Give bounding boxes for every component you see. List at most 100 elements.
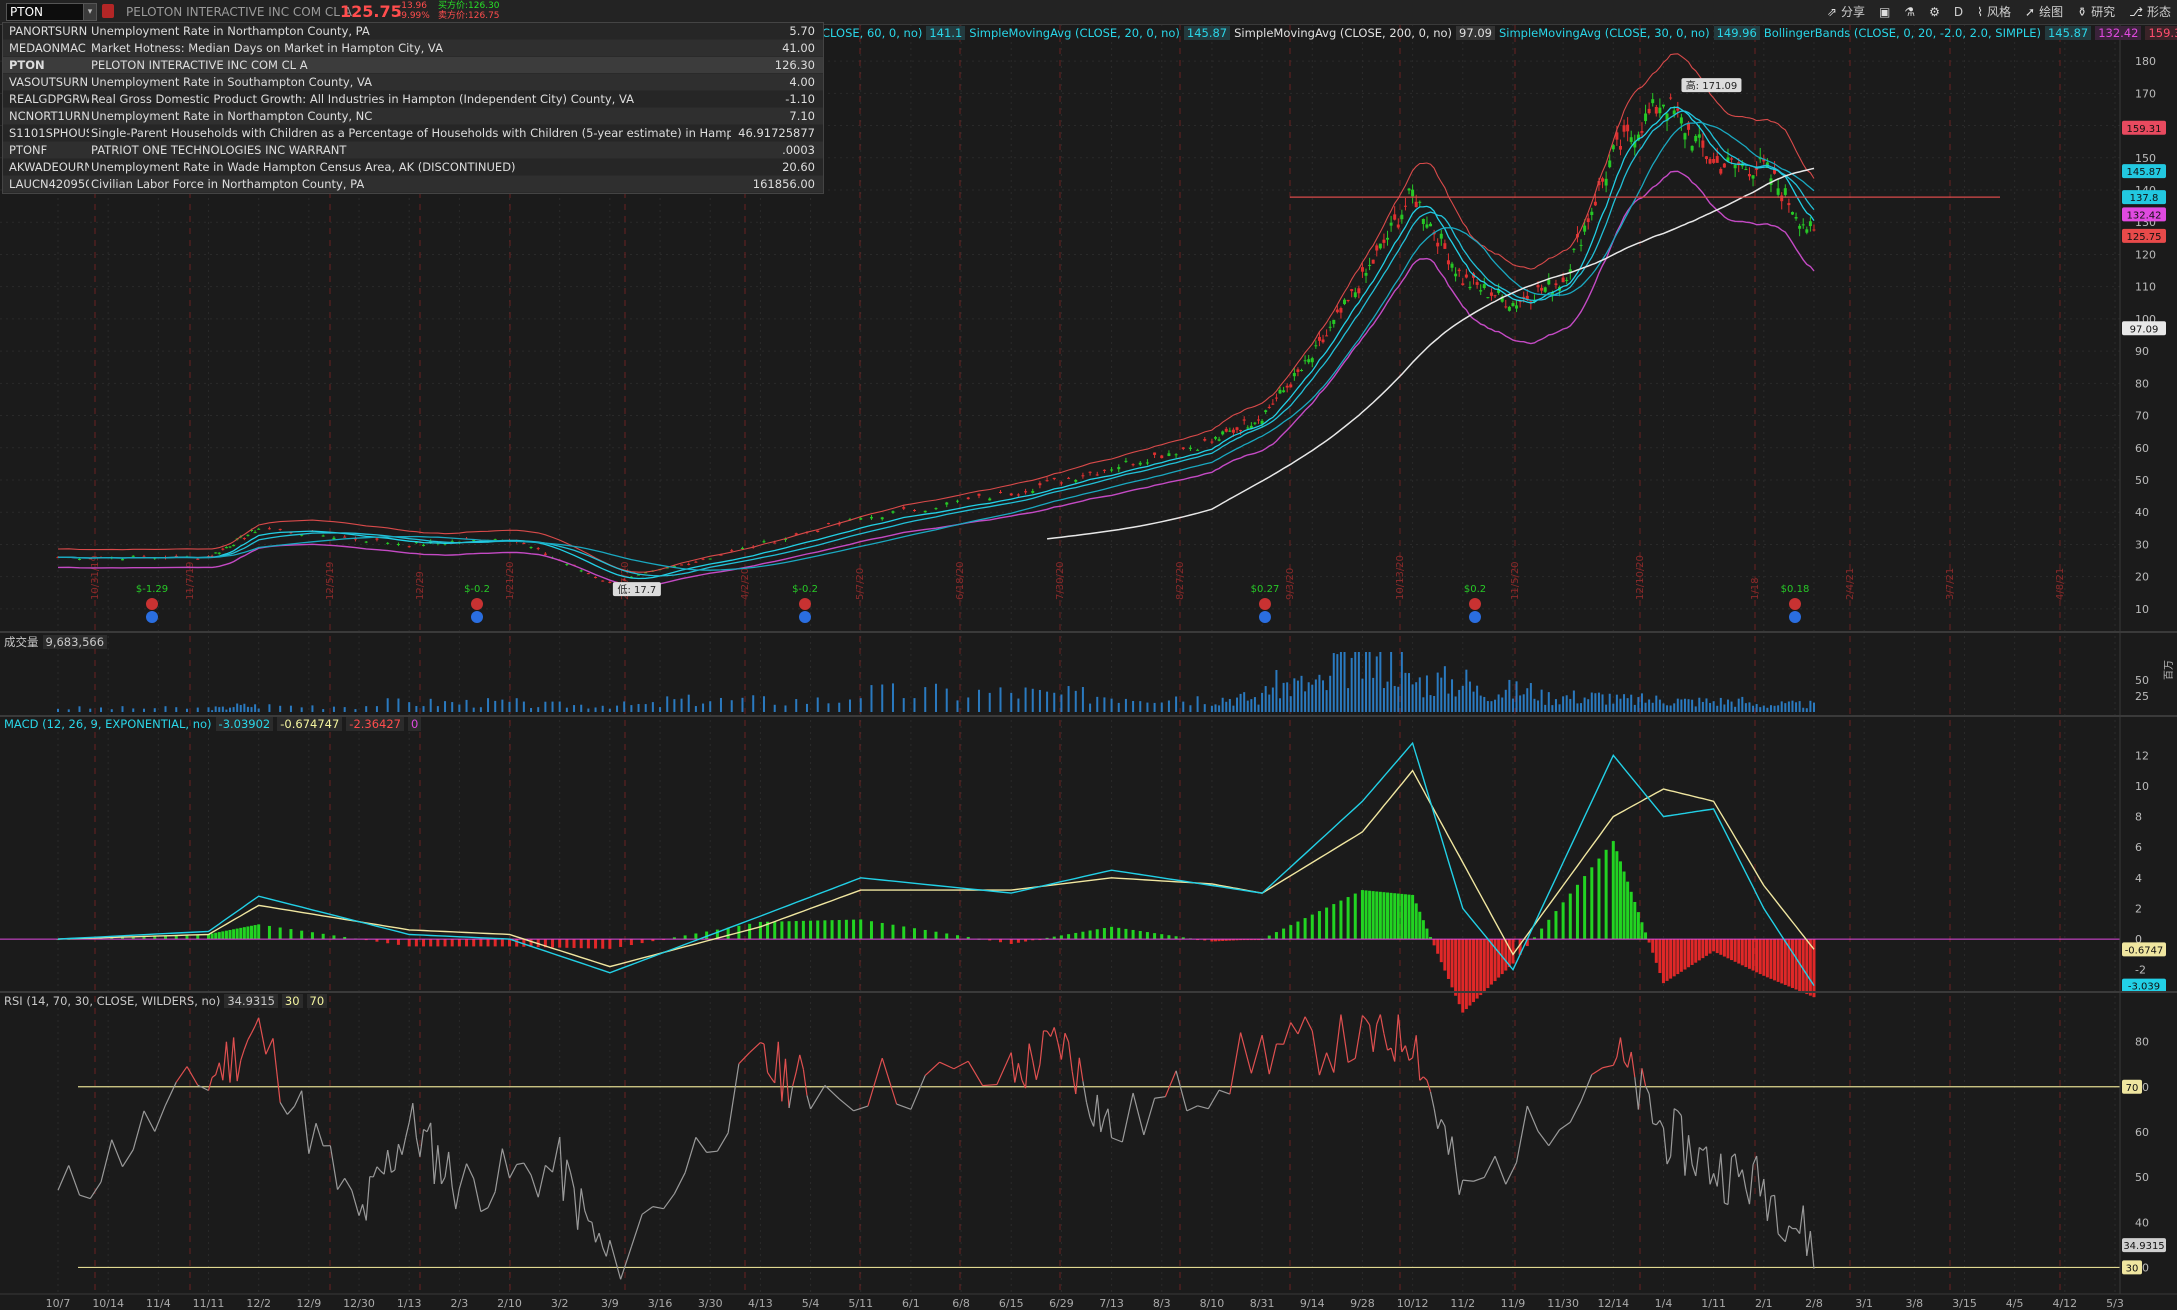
candle-body[interactable] (1715, 156, 1719, 163)
candle-body[interactable] (1235, 427, 1239, 430)
candle-body[interactable] (1414, 201, 1418, 208)
dividend-marker-icon[interactable] (1789, 611, 1801, 623)
candle-body[interactable] (493, 539, 497, 541)
candle-body[interactable] (1704, 156, 1708, 160)
candle-body[interactable] (1640, 131, 1644, 133)
candle-body[interactable] (1389, 222, 1393, 226)
candle-body[interactable] (1676, 108, 1680, 111)
price-pane[interactable]: 高: 171.09 低: 17.7 $-1.29 $-0.2 $-0.2 $0.27 $0.… (56, 53, 2001, 623)
candle-body[interactable] (1482, 284, 1486, 289)
candle-body[interactable] (1661, 104, 1665, 107)
candle-body[interactable] (522, 543, 526, 545)
candle-body[interactable] (1583, 225, 1587, 232)
candle-body[interactable] (1493, 295, 1497, 297)
candle-body[interactable] (1396, 224, 1400, 228)
candle-body[interactable] (955, 500, 959, 502)
candle-body[interactable] (1317, 336, 1321, 341)
symbol-dropdown-button[interactable]: ▾ (83, 3, 97, 21)
candle-body[interactable] (1464, 274, 1468, 278)
candle-body[interactable] (1712, 159, 1716, 163)
candle-body[interactable] (1335, 309, 1339, 313)
candle-body[interactable] (1081, 475, 1085, 477)
candle-body[interactable] (1378, 243, 1382, 249)
candle-body[interactable] (644, 572, 648, 574)
candle-body[interactable] (1636, 134, 1640, 141)
candle-body[interactable] (1260, 420, 1264, 425)
candle-body[interactable] (1554, 283, 1558, 286)
candle-body[interactable] (1543, 287, 1547, 292)
candle-body[interactable] (665, 567, 669, 569)
candle-body[interactable] (1271, 403, 1275, 405)
candle-body[interactable] (1038, 483, 1042, 486)
candle-body[interactable] (1285, 385, 1289, 388)
candle-body[interactable] (1590, 211, 1594, 216)
candle-body[interactable] (977, 493, 981, 496)
candle-body[interactable] (1722, 163, 1726, 168)
candle-body[interactable] (196, 558, 200, 560)
candle-body[interactable] (1622, 125, 1626, 132)
candle-body[interactable] (1812, 229, 1816, 231)
candle-body[interactable] (1633, 141, 1637, 148)
earnings-marker-icon[interactable] (146, 598, 158, 610)
candle-body[interactable] (1289, 384, 1293, 388)
candle-body[interactable] (1747, 173, 1751, 177)
candle-body[interactable] (253, 532, 257, 534)
candle-body[interactable] (1540, 287, 1544, 291)
candle-body[interactable] (912, 509, 916, 512)
candle-body[interactable] (1694, 135, 1698, 142)
candle-body[interactable] (1411, 189, 1415, 197)
candle-body[interactable] (1303, 360, 1307, 362)
candle-body[interactable] (988, 498, 992, 501)
candle-body[interactable] (1278, 389, 1282, 394)
pattern-button[interactable]: ⎇ 形态 (2129, 3, 2171, 20)
candle-body[interactable] (396, 544, 400, 546)
candle-body[interactable] (1762, 158, 1766, 162)
candle-body[interactable] (1808, 221, 1812, 227)
candle-body[interactable] (891, 511, 895, 513)
candle-body[interactable] (1224, 428, 1228, 432)
candle-body[interactable] (1654, 106, 1658, 114)
candle-body[interactable] (1067, 477, 1071, 479)
candle-body[interactable] (1626, 124, 1630, 132)
candle-body[interactable] (1310, 358, 1314, 363)
candle-body[interactable] (1339, 308, 1343, 313)
candle-body[interactable] (1751, 175, 1755, 179)
suggestion-row[interactable]: PTON PELOTON INTERACTIVE INC COM CL A 126.… (3, 57, 823, 74)
macd-pane[interactable] (0, 741, 2120, 1013)
candle-body[interactable] (1167, 453, 1171, 457)
candle-body[interactable] (407, 546, 411, 548)
candle-body[interactable] (1497, 289, 1501, 293)
candle-body[interactable] (1776, 188, 1780, 195)
candle-body[interactable] (1024, 491, 1028, 493)
candle-body[interactable] (250, 530, 254, 532)
candle-body[interactable] (1110, 469, 1114, 471)
candle-body[interactable] (56, 557, 60, 559)
candle-body[interactable] (1321, 339, 1325, 343)
candle-body[interactable] (1045, 480, 1049, 482)
candle-body[interactable] (1457, 269, 1461, 272)
candle-body[interactable] (1536, 285, 1540, 288)
candle-body[interactable] (1618, 145, 1622, 150)
dividend-marker-icon[interactable] (799, 611, 811, 623)
candle-body[interactable] (1328, 326, 1332, 328)
candle-body[interactable] (472, 539, 476, 541)
candle-body[interactable] (1615, 132, 1619, 140)
candle-body[interactable] (1726, 157, 1730, 162)
candle-body[interactable] (1489, 292, 1493, 296)
candle-body[interactable] (529, 546, 533, 549)
candle-body[interactable] (1651, 99, 1655, 104)
candle-body[interactable] (1249, 425, 1253, 429)
candle-body[interactable] (1687, 122, 1691, 130)
candle-body[interactable] (1357, 288, 1361, 294)
candle-body[interactable] (1773, 168, 1777, 174)
flag-icon[interactable] (102, 4, 114, 18)
candle-body[interactable] (78, 558, 82, 560)
candle-body[interactable] (1601, 178, 1605, 182)
candle-body[interactable] (1210, 441, 1214, 443)
candle-body[interactable] (1801, 224, 1805, 226)
candle-body[interactable] (278, 528, 282, 530)
candle-body[interactable] (1647, 108, 1651, 114)
candle-body[interactable] (1597, 181, 1601, 186)
candle-body[interactable] (1343, 299, 1347, 305)
candle-body[interactable] (1353, 292, 1357, 298)
